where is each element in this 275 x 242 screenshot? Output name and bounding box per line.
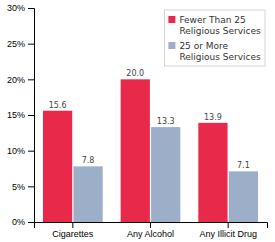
- x-tick-mark: [150, 222, 151, 228]
- bar: [73, 166, 102, 222]
- y-axis-line: [28, 9, 35, 223]
- y-tick-label: 20%: [7, 75, 25, 85]
- y-tick-label: 0%: [12, 217, 25, 227]
- y-tick-label: 10%: [7, 146, 25, 156]
- y-tick-mark: [28, 186, 34, 187]
- x-tick-mark: [228, 222, 229, 228]
- data-labels: 15.6 20.0 13.9 7.8 13.3 7.1: [49, 69, 250, 170]
- chart: 0% 5% 10% 15% 20% 25% 30% Cigarettes Any Alcohol…: [0, 0, 275, 242]
- x-axis: Cigarettes Any Alcohol Any Illicit Drug: [35, 222, 268, 239]
- x-tick: Any Alcohol: [127, 222, 174, 239]
- bar: [198, 123, 227, 222]
- legend-label: 25 or MoreReligious Services: [179, 41, 261, 62]
- x-tick: Cigarettes: [52, 222, 94, 239]
- y-tick-label: 5%: [12, 182, 25, 192]
- bar: [121, 79, 150, 222]
- y-tick-label: 30%: [7, 3, 25, 13]
- y-tick: 0%: [12, 217, 34, 227]
- legend-label: Fewer Than 25Religious Services: [179, 15, 261, 36]
- x-tick-mark: [72, 222, 73, 228]
- data-label: 7.8: [82, 156, 95, 165]
- plot: 0% 5% 10% 15% 20% 25% 30% Cigarettes Any Alcohol…: [7, 3, 268, 239]
- y-tick-mark: [28, 79, 34, 80]
- bar: [43, 111, 72, 222]
- series: [43, 79, 228, 222]
- y-tick-mark: [28, 115, 34, 116]
- x-axis-line: [35, 223, 268, 229]
- series: [73, 127, 258, 222]
- y-tick: 10%: [7, 146, 34, 156]
- bars: [43, 79, 258, 222]
- legend-swatch: [168, 16, 175, 23]
- y-tick: 15%: [7, 110, 34, 120]
- y-axis: 0% 5% 10% 15% 20% 25% 30%: [7, 3, 35, 227]
- data-label: 15.6: [49, 101, 67, 110]
- y-tick: 5%: [12, 182, 34, 192]
- legend-box: [164, 10, 265, 66]
- x-tick-label: Any Alcohol: [127, 229, 174, 239]
- data-label: 7.1: [237, 161, 250, 170]
- data-label: 13.9: [204, 113, 222, 122]
- x-tick-label: Cigarettes: [52, 229, 94, 239]
- y-tick-mark: [28, 8, 34, 9]
- data-label: 20.0: [126, 69, 144, 78]
- y-tick-mark: [28, 151, 34, 152]
- y-tick: 25%: [7, 39, 34, 49]
- y-tick-mark: [28, 222, 34, 223]
- y-tick-label: 15%: [7, 110, 25, 120]
- bar: [229, 171, 258, 222]
- legend: Fewer Than 25Religious Services 25 or Mor…: [164, 10, 265, 66]
- data-label: 13.3: [157, 117, 175, 126]
- y-tick-mark: [28, 44, 34, 45]
- bar: [151, 127, 180, 222]
- y-tick-label: 25%: [7, 39, 25, 49]
- y-tick: 30%: [7, 3, 34, 13]
- x-tick: Any Illicit Drug: [199, 222, 257, 239]
- x-tick-label: Any Illicit Drug: [199, 229, 257, 239]
- y-tick: 20%: [7, 75, 34, 85]
- legend-swatch: [168, 42, 175, 49]
